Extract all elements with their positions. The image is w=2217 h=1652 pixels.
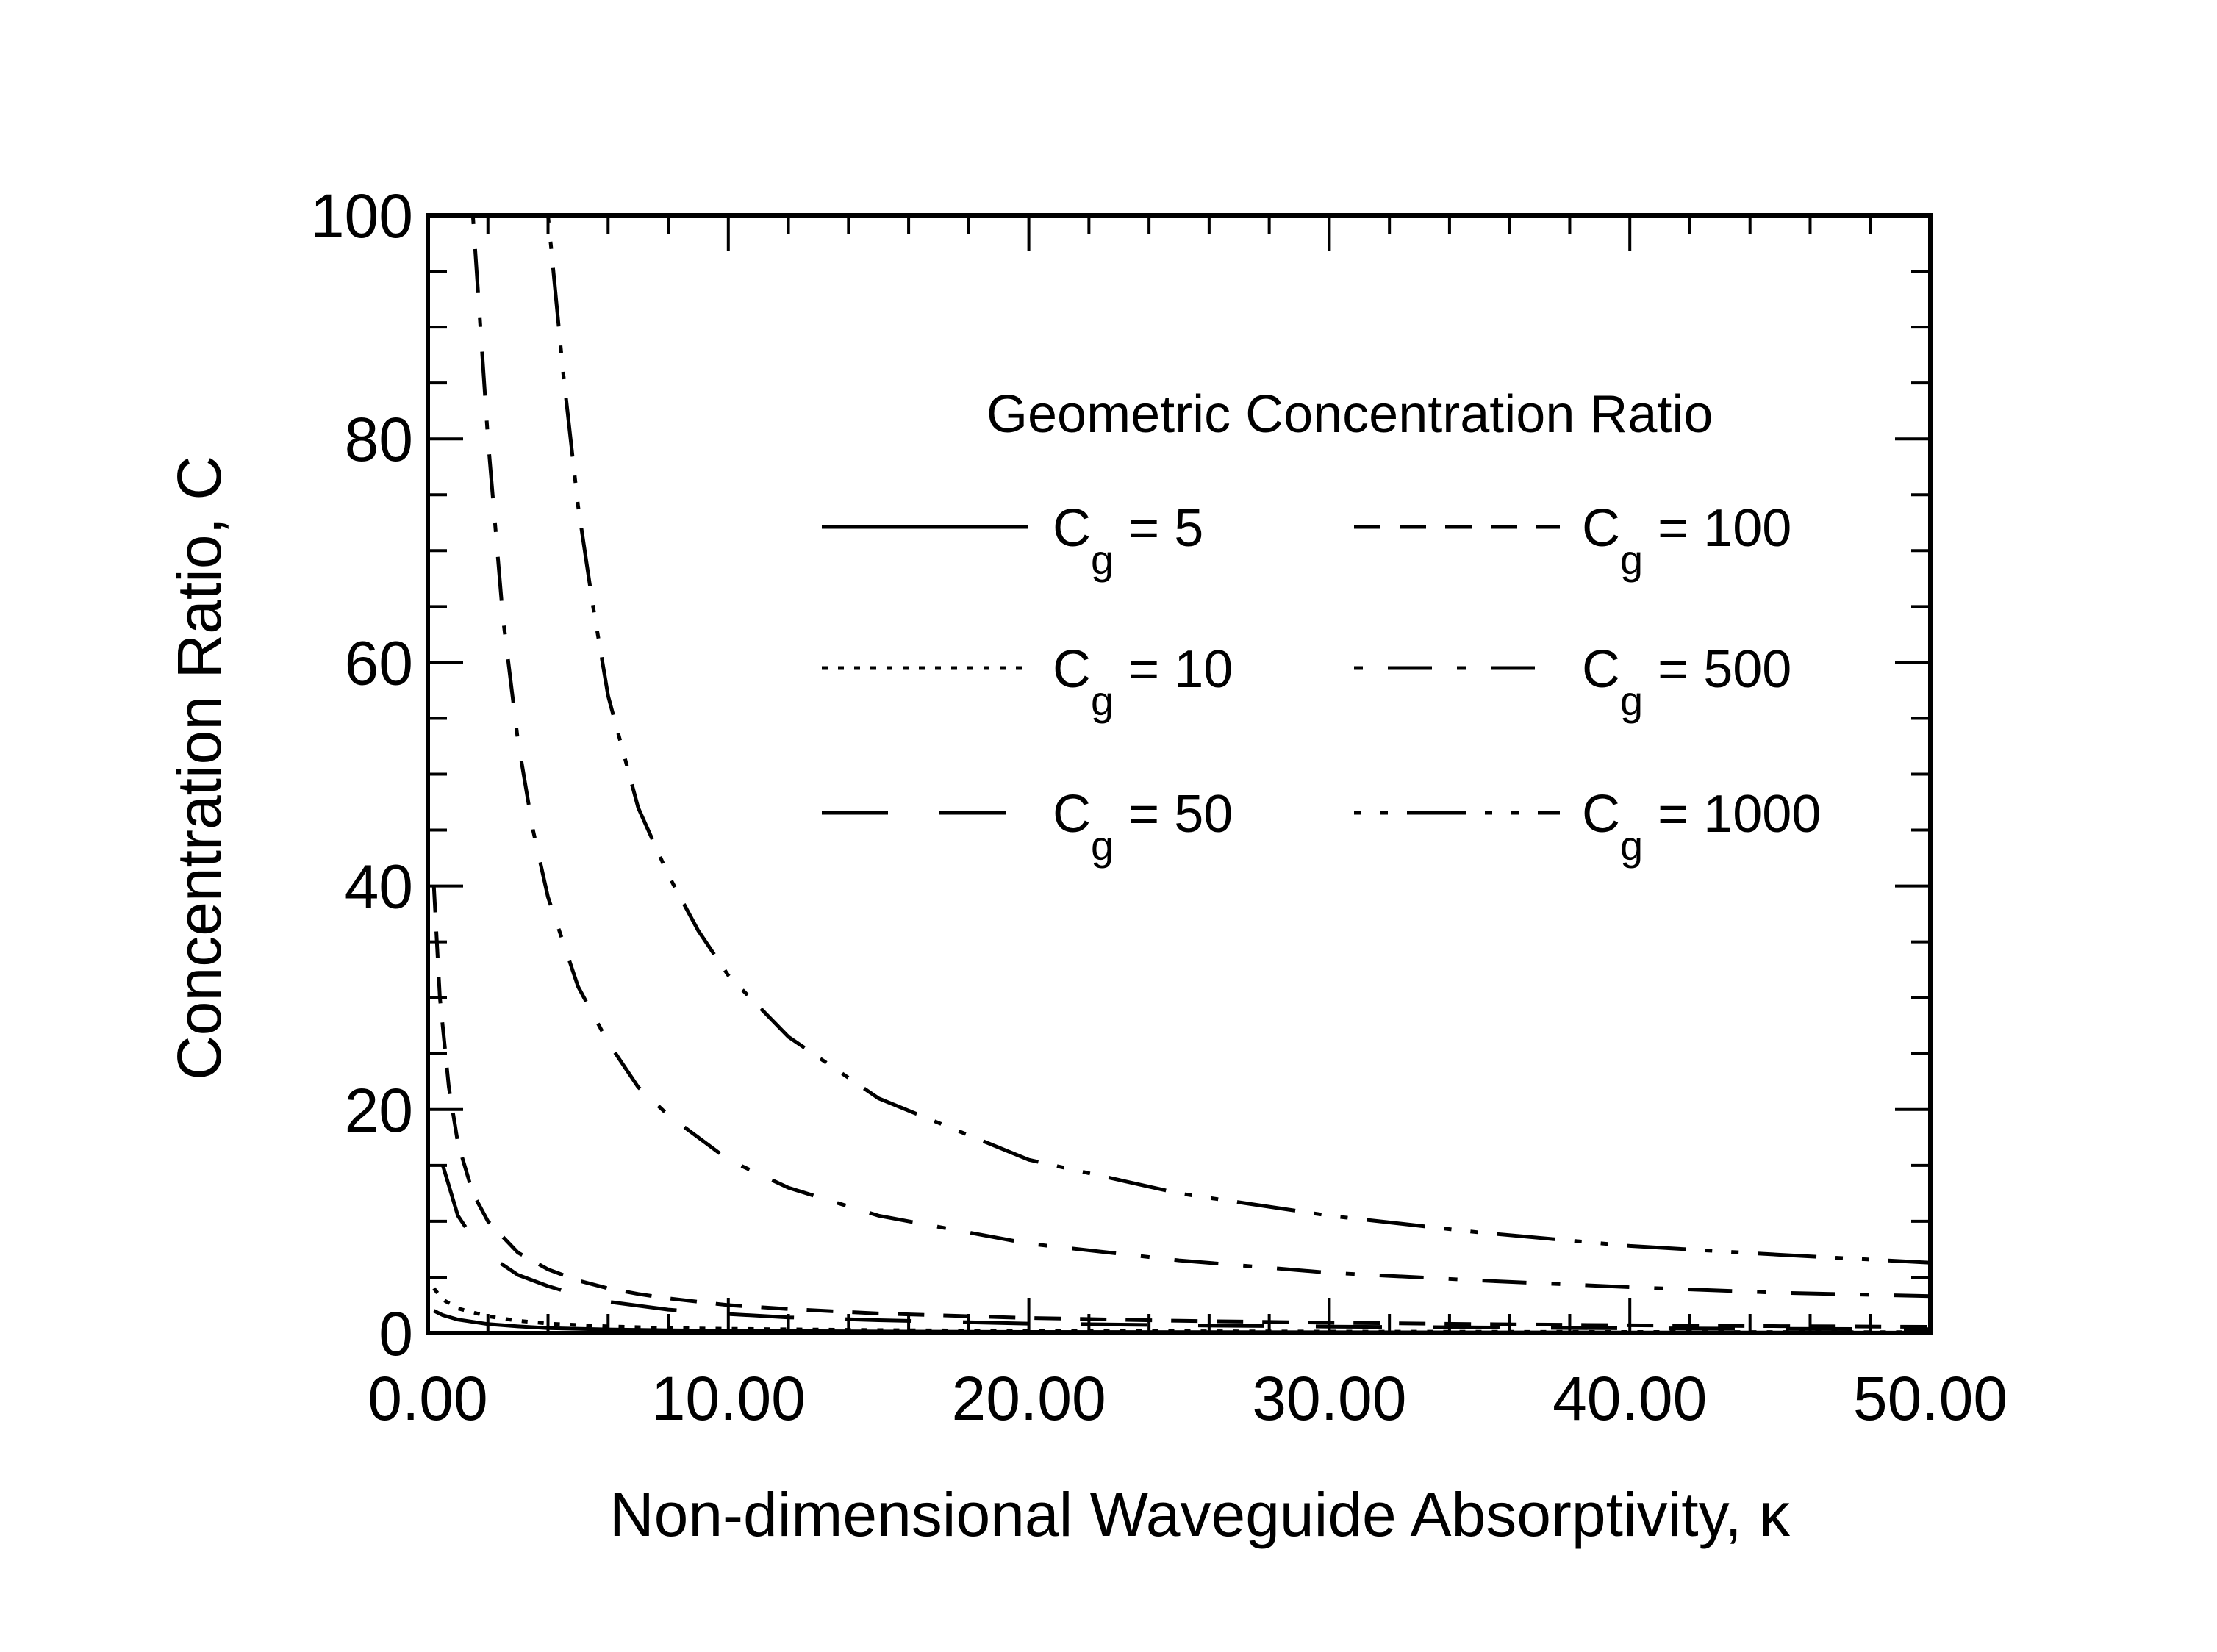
y-tick-label: 0 [379,1299,413,1368]
series-line-3 [441,1165,1930,1332]
y-tick-label: 80 [345,405,413,474]
legend-label-1: Cg = 5 [1053,499,1203,583]
series-line-6 [546,215,1930,1265]
y-axis-ticks [428,214,1930,1335]
plot-area [426,213,1933,1335]
y-tick-label: 40 [345,852,413,922]
series-layer [431,215,1930,1333]
x-tick-label: 0.00 [368,1364,488,1433]
y-axis-tick-labels: 0 20 40 60 80 100 [310,182,413,1368]
legend-label-6: Cg = 1000 [1582,785,1821,869]
x-tick-label: 10.00 [651,1364,806,1433]
series-line-2 [432,1287,1930,1333]
y-tick-label: 20 [345,1076,413,1145]
legend-title: Geometric Concentration Ratio [986,385,1713,444]
y-tick-label: 60 [345,628,413,697]
x-tick-label: 40.00 [1552,1364,1707,1433]
plot-frame [426,213,1933,1335]
legend-label-5: Cg = 500 [1582,640,1791,724]
y-axis-title: Concentration Ratio, C [165,456,234,1080]
legend-label-2: Cg = 10 [1053,640,1233,724]
legend-label-3: Cg = 50 [1053,785,1233,869]
legend: Geometric Concentration Ratio Cg = 5 Cg =… [822,385,1821,869]
x-axis-tick-labels: 0.00 10.00 20.00 30.00 40.00 50.00 [368,1364,2008,1433]
x-tick-label: 50.00 [1853,1364,2008,1433]
legend-label-4: Cg = 100 [1582,499,1791,583]
x-tick-label: 20.00 [951,1364,1106,1433]
y-tick-label: 100 [310,182,413,251]
x-axis-ticks [426,215,1932,1333]
series-line-4 [431,886,1930,1329]
series-line-1 [433,1309,1930,1333]
x-tick-label: 30.00 [1252,1364,1406,1433]
series-line-5 [470,215,1930,1299]
x-axis-title: Non-dimensional Waveguide Absorptivity, … [609,1480,1791,1549]
